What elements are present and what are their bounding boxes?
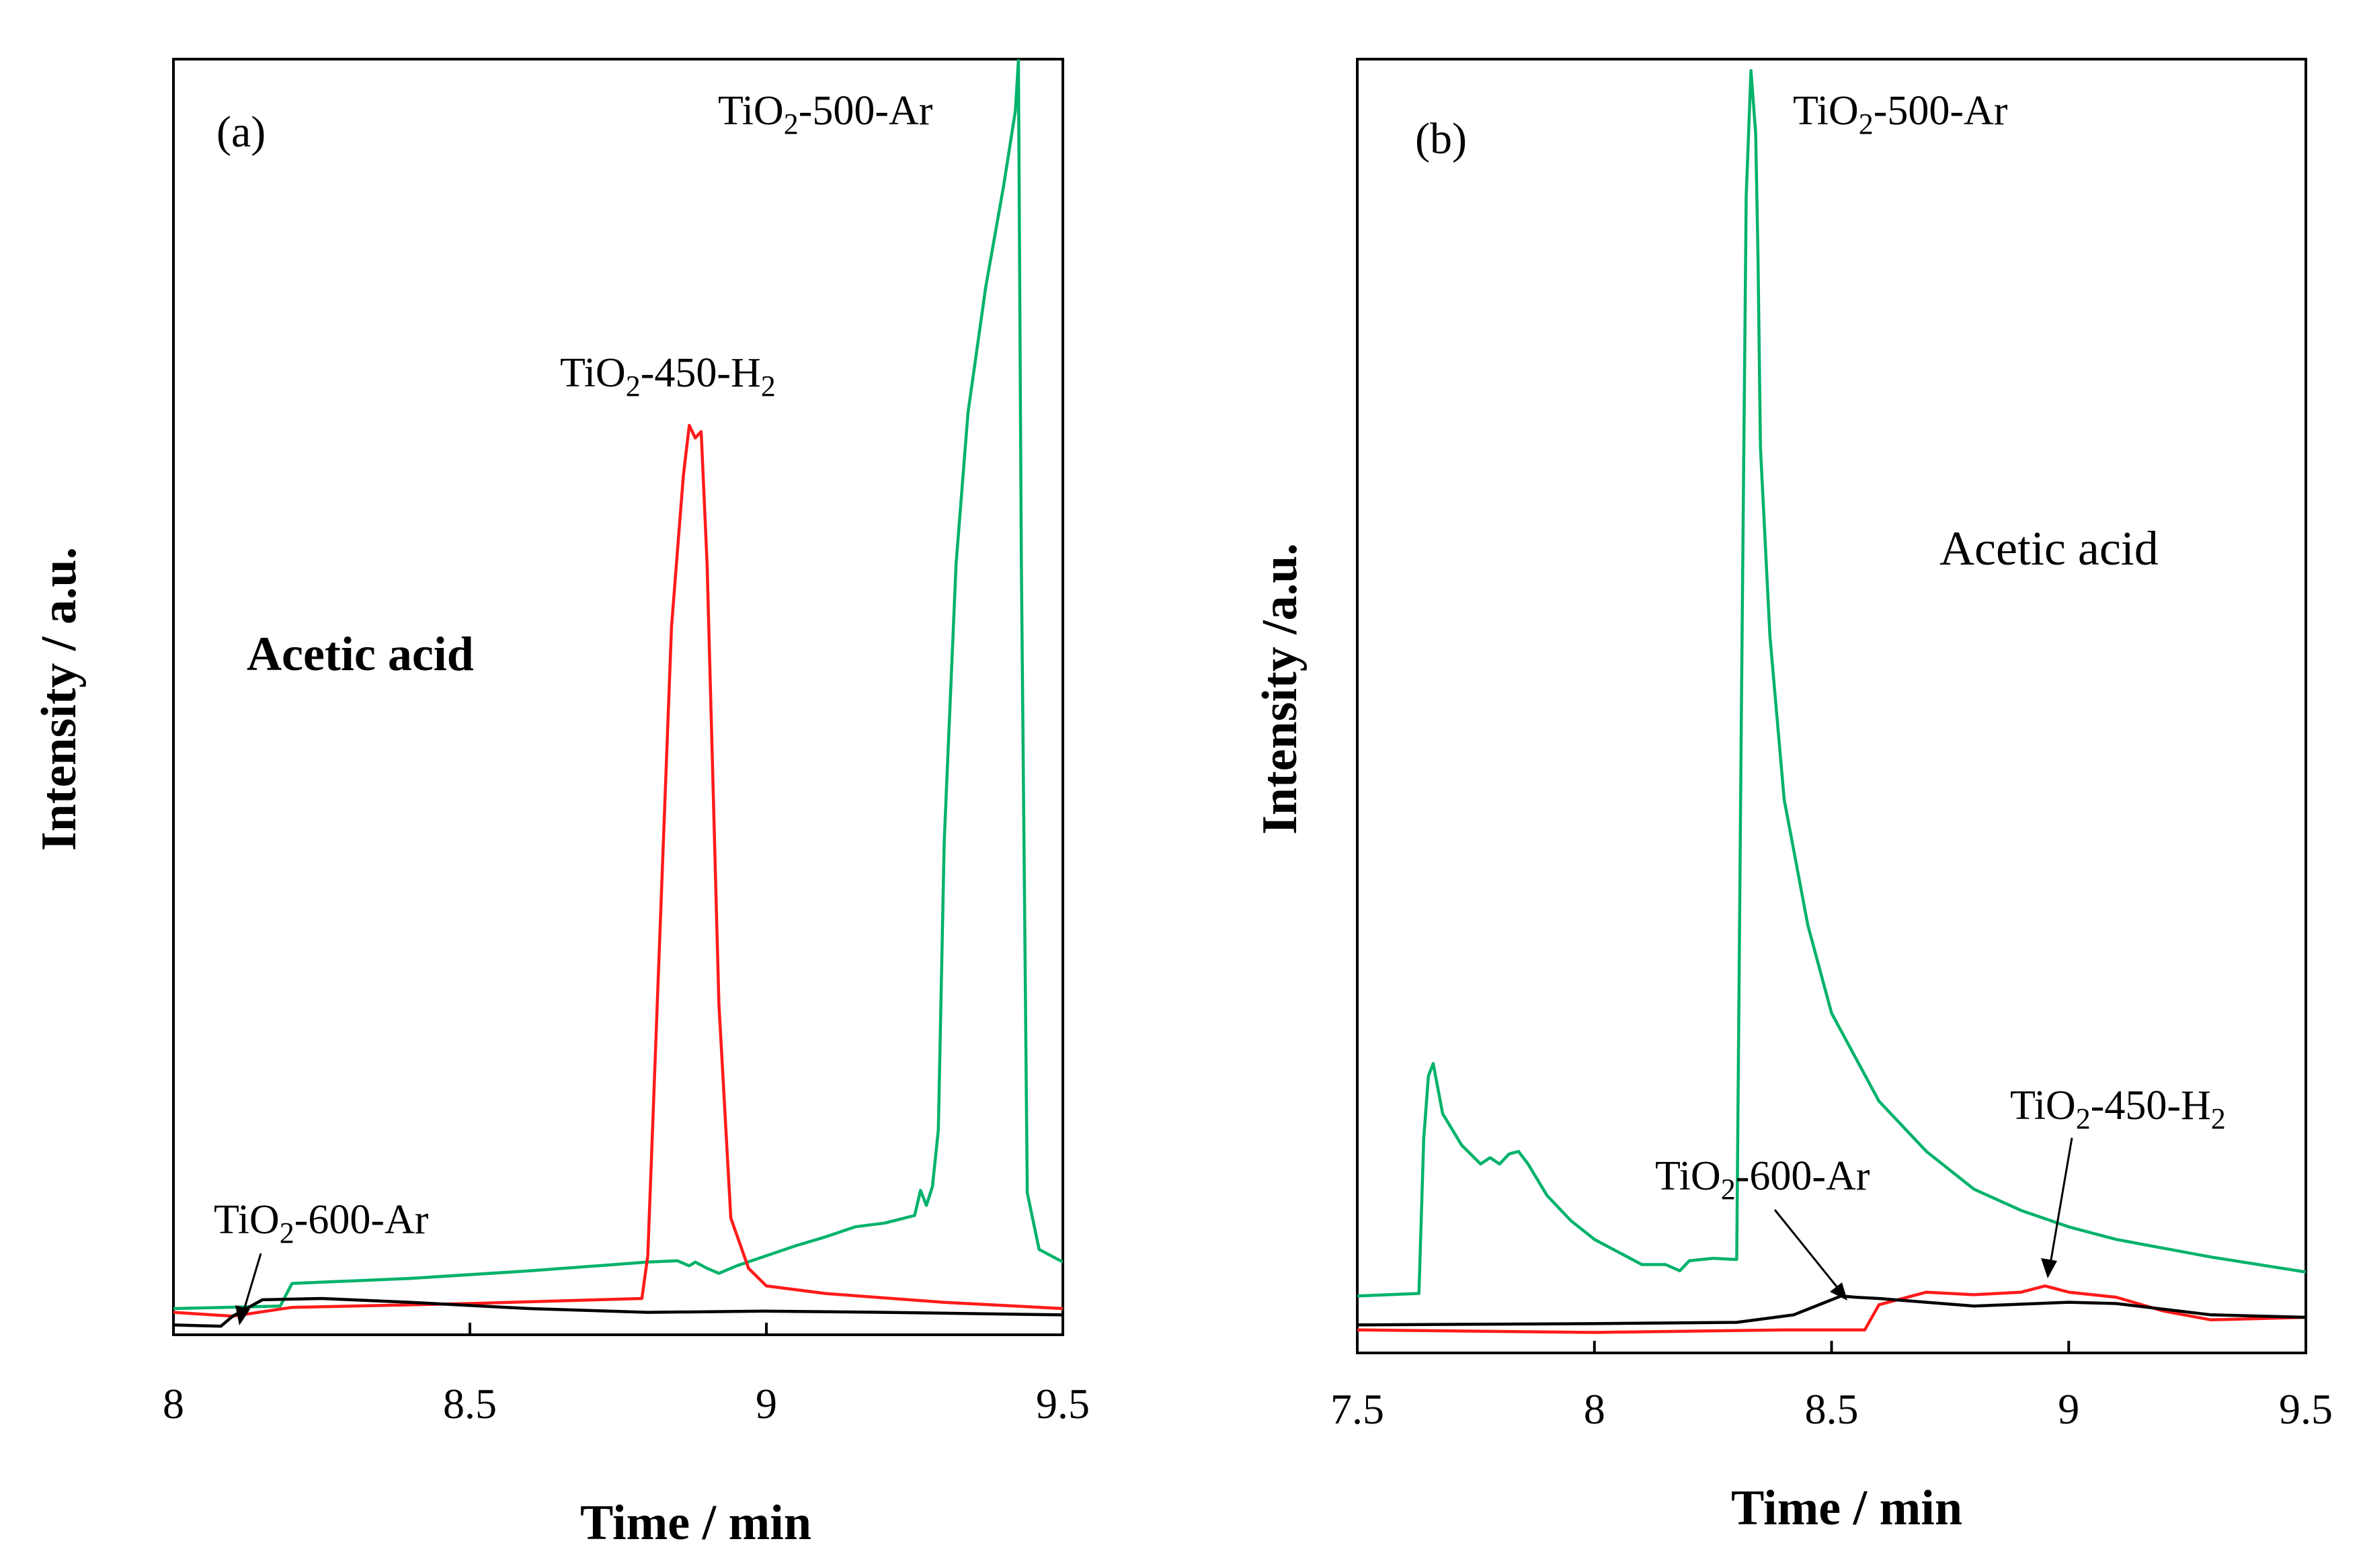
panel-a-xtick-label: 9 <box>756 1380 777 1428</box>
panel-a-series-tio2-500-ar <box>173 59 1063 1311</box>
panel-b-xtick-label: 7.5 <box>1330 1385 1384 1433</box>
panel-b-series-tio2-500-ar <box>1357 69 2306 1298</box>
panel-a-annotation-600-ar: TiO2-600-Ar <box>214 1197 429 1249</box>
panel-a-ylabel: Intensity / a.u. <box>32 547 87 851</box>
panel-b-annotation-600-ar: TiO2-600-Ar <box>1655 1153 1870 1206</box>
panel-b-xlabel: Time / min <box>1731 1481 1962 1536</box>
panel-a-compound-label: Acetic acid <box>247 627 474 681</box>
panel-a-xtick-label: 9.5 <box>1036 1380 1090 1428</box>
panel-a-arrow-600-ar <box>235 1253 262 1325</box>
panel-b-arrow-450-h2 <box>2041 1137 2073 1278</box>
panel-a-xtick-label: 8 <box>163 1380 184 1428</box>
panel-b-xtick-label: 9.5 <box>2279 1385 2333 1433</box>
panel-a-plot-frame <box>172 58 1064 1336</box>
panel-b-series-tio2-600-ar <box>1357 1294 2306 1327</box>
panel-b-xtick-label: 9 <box>2058 1385 2079 1433</box>
panel-a-series-tio2-450-h2 <box>173 423 1063 1318</box>
panel-b-xticks: 7.5 8 8.5 9 9.5 <box>1330 1341 2333 1433</box>
panel-a-label: (a) <box>216 108 266 157</box>
panel-b-ylabel: Intensity /a.u. <box>1252 543 1308 835</box>
panel-a-chart: 8 8.5 9 9.5 (a) Time / min Intensity / a.u.… <box>32 58 1090 1551</box>
panel-a-annotation-500-ar: TiO2-500-Ar <box>718 88 933 140</box>
panel-a-series-tio2-600-ar <box>173 1296 1063 1328</box>
panel-b-label: (b) <box>1415 114 1467 163</box>
panel-a-series-group <box>173 59 1063 1328</box>
panel-b-series-group <box>1357 69 2306 1334</box>
panel-a-xlabel: Time / min <box>580 1495 811 1551</box>
panel-b-chart: 7.5 8 8.5 9 9.5 (b) Time / min Intensity /a.… <box>1252 58 2333 1536</box>
panel-a-annotation-450-h2: TiO2-450-H2 <box>560 350 776 403</box>
panel-b-xtick-label: 8.5 <box>1805 1385 1859 1433</box>
panel-a-xticks: 8 8.5 9 9.5 <box>163 1323 1090 1428</box>
panel-b-annotation-500-ar: TiO2-500-Ar <box>1793 88 2008 140</box>
panel-a-xtick-label: 8.5 <box>443 1380 497 1428</box>
panel-b-compound-label: Acetic acid <box>1939 522 2159 575</box>
panel-b-xtick-label: 8 <box>1584 1385 1605 1433</box>
panel-b-arrow-600-ar <box>1773 1209 1847 1301</box>
panel-b-annotation-450-h2: TiO2-450-H2 <box>2010 1083 2226 1135</box>
